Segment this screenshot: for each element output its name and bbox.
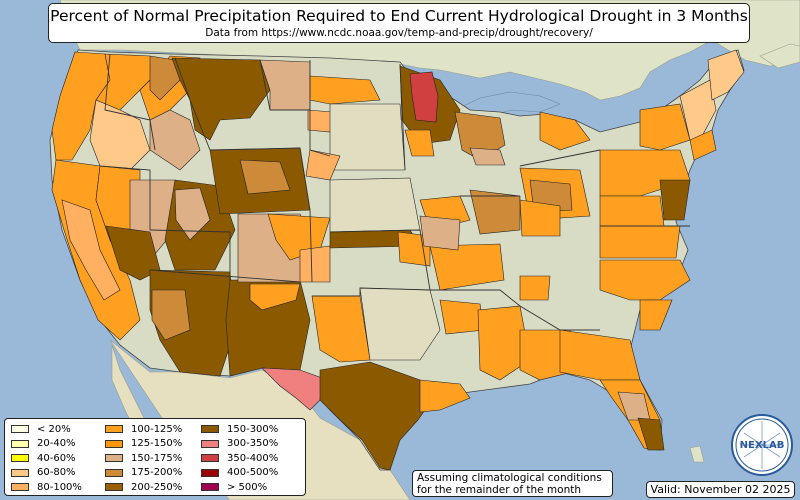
- legend-item: 150-300%: [201, 422, 278, 437]
- legend-swatch: [105, 454, 123, 463]
- map-title: Percent of Normal Precipitation Required…: [50, 7, 748, 25]
- legend-swatch: [105, 483, 123, 492]
- legend-swatch: [105, 439, 123, 448]
- state-borders: [99, 53, 690, 331]
- legend-item: 80-100%: [11, 480, 82, 495]
- note-line-2: for the remainder of the month: [417, 484, 582, 496]
- legend-swatch: [201, 468, 219, 477]
- legend-item: 60-80%: [11, 466, 82, 481]
- legend-swatch: [201, 425, 219, 434]
- map-subtitle: Data from https://www.ncdc.noaa.gov/temp…: [205, 27, 593, 39]
- assumption-note: Assuming climatological conditions for t…: [412, 470, 613, 497]
- bahamas: [689, 445, 705, 463]
- legend-swatch: [11, 454, 29, 463]
- legend-item: > 500%: [201, 480, 278, 495]
- legend-item: 40-60%: [11, 451, 82, 466]
- legend-item: 350-400%: [201, 451, 278, 466]
- legend-swatch: [105, 468, 123, 477]
- legend-item: 175-200%: [105, 466, 182, 481]
- legend-column-3: 150-300% 300-350% 350-400% 400-500% > 50…: [201, 422, 278, 495]
- legend-item: 100-125%: [105, 422, 182, 437]
- legend-swatch: [201, 439, 219, 448]
- note-line-1: Assuming climatological conditions: [417, 472, 602, 484]
- nova-scotia: [759, 43, 800, 69]
- legend-item: 300-350%: [201, 437, 278, 452]
- legend-swatch: [11, 468, 29, 477]
- legend-swatch: [11, 425, 29, 434]
- legend-swatch: [105, 425, 123, 434]
- legend-column-1: < 20% 20-40% 40-60% 60-80% 80-100%: [11, 422, 82, 495]
- legend-item: 200-250%: [105, 480, 182, 495]
- drought-regions: [51, 49, 745, 471]
- legend-swatch: [201, 483, 219, 492]
- legend-item: < 20%: [11, 422, 82, 437]
- legend-item: 20-40%: [11, 437, 82, 452]
- legend-item: 125-150%: [105, 437, 182, 452]
- legend-swatch: [11, 439, 29, 448]
- legend-column-2: 100-125% 125-150% 150-175% 175-200% 200-…: [105, 422, 182, 495]
- legend: < 20% 20-40% 40-60% 60-80% 80-100% 100-1…: [4, 418, 306, 496]
- legend-swatch: [11, 483, 29, 492]
- title-box: Percent of Normal Precipitation Required…: [48, 3, 750, 43]
- valid-date: Valid: November 02 2025: [646, 481, 795, 498]
- svg-text:NEXLAB: NEXLAB: [740, 440, 785, 451]
- nexlab-logo: NEXLAB: [731, 414, 793, 476]
- legend-item: 150-175%: [105, 451, 182, 466]
- legend-item: 400-500%: [201, 466, 278, 481]
- legend-swatch: [201, 454, 219, 463]
